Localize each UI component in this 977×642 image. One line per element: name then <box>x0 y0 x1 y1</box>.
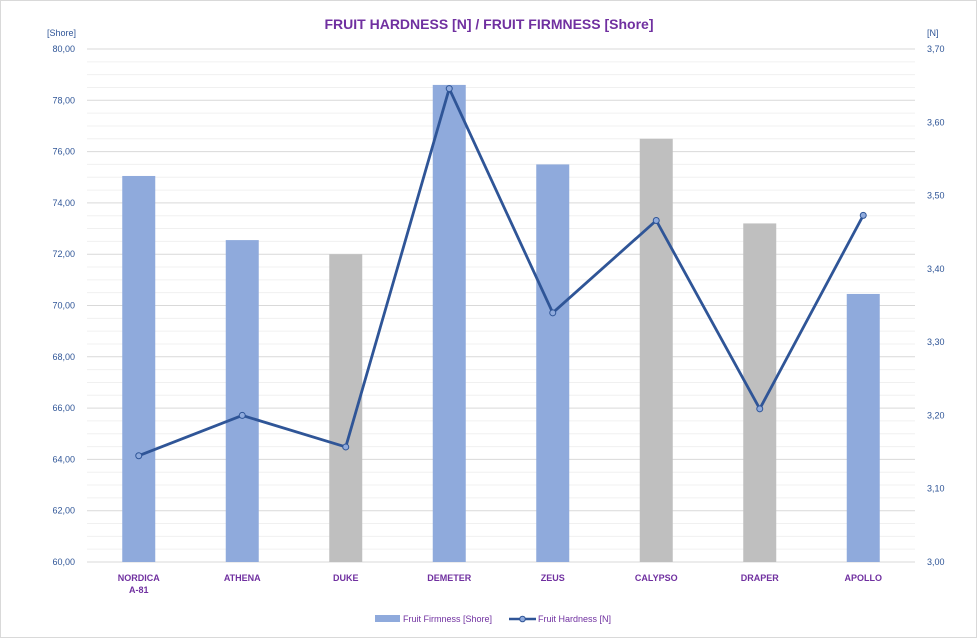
category-label: ATHENA <box>224 573 261 583</box>
left-tick-label: 78,00 <box>52 95 75 105</box>
bar <box>846 293 880 562</box>
right-tick-label: 3,70 <box>927 44 945 54</box>
category-label: NORDICA <box>118 573 160 583</box>
line-point <box>342 443 350 451</box>
right-tick-label: 3,00 <box>927 557 945 567</box>
line-point <box>859 211 867 219</box>
category-label: APOLLO <box>845 573 883 583</box>
left-axis-ticks: 60,00 62,00 64,00 66,00 68,00 70,00 72,00 74,00… <box>52 44 75 567</box>
left-axis-unit: [Shore] <box>47 28 76 38</box>
right-tick-label: 3,50 <box>927 191 945 201</box>
bar <box>225 240 259 562</box>
right-tick-label: 3,30 <box>927 337 945 347</box>
left-tick-label: 68,00 <box>52 352 75 362</box>
bar <box>536 164 570 563</box>
left-tick-label: 64,00 <box>52 454 75 464</box>
category-label: ZEUS <box>541 573 565 583</box>
left-tick-label: 74,00 <box>52 198 75 208</box>
category-axis-labels: NORDICA A-81 ATHENA DUKE DEMETER ZEUS CALYPSO D… <box>118 573 882 595</box>
legend-swatch-firmness <box>375 615 400 622</box>
left-tick-label: 62,00 <box>52 506 75 516</box>
line-point <box>238 411 246 419</box>
left-tick-label: 72,00 <box>52 249 75 259</box>
bar-series-firmness <box>122 84 880 563</box>
left-tick-label: 80,00 <box>52 44 75 54</box>
category-label: CALYPSO <box>635 573 678 583</box>
right-axis-ticks: 3,00 3,10 3,20 3,30 3,40 3,50 3,60 3,70 <box>927 44 945 567</box>
line-point <box>549 309 557 317</box>
legend: Fruit Firmness [Shore] Fruit Hardness [N… <box>375 614 611 624</box>
line-point <box>135 452 143 460</box>
bar <box>122 175 156 562</box>
line-point <box>652 216 660 224</box>
category-label: A-81 <box>129 585 149 595</box>
line-point <box>445 85 453 93</box>
category-label: DUKE <box>333 573 359 583</box>
chart-title: FRUIT HARDNESS [N] / FRUIT FIRMNESS [Sho… <box>325 16 654 32</box>
bar <box>639 138 673 562</box>
right-tick-label: 3,60 <box>927 117 945 127</box>
bar <box>432 84 466 562</box>
left-tick-label: 76,00 <box>52 147 75 157</box>
bar <box>743 223 777 563</box>
legend-label-firmness: Fruit Firmness [Shore] <box>403 614 492 624</box>
right-tick-label: 3,40 <box>927 264 945 274</box>
line-point <box>756 405 764 413</box>
left-tick-label: 66,00 <box>52 403 75 413</box>
gridlines <box>87 48 915 563</box>
hardness-line <box>138 87 865 458</box>
line-series-hardness <box>135 85 867 460</box>
category-label: DRAPER <box>741 573 780 583</box>
right-axis-unit: [N] <box>927 28 939 38</box>
legend-label-hardness: Fruit Hardness [N] <box>538 614 611 624</box>
right-tick-label: 3,10 <box>927 484 945 494</box>
left-tick-label: 70,00 <box>52 301 75 311</box>
category-label: DEMETER <box>427 573 472 583</box>
left-tick-label: 60,00 <box>52 557 75 567</box>
right-tick-label: 3,20 <box>927 410 945 420</box>
legend-swatch-hardness-marker <box>519 615 526 623</box>
